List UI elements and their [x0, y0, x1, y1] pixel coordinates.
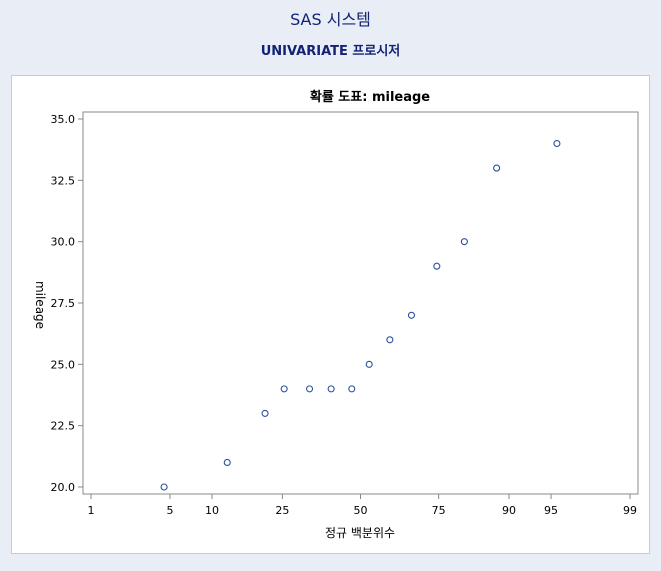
y-axis: 20.0 22.5 25.0 27.5 30.0 32.5 35.0 — [51, 113, 83, 494]
data-point — [305, 385, 314, 393]
chart-panel — [11, 75, 650, 554]
x-tick-label: 25 — [275, 504, 289, 517]
chart-title: 확률 도표: mileage — [310, 89, 430, 105]
data-point — [493, 164, 501, 172]
plot-frame — [82, 111, 639, 495]
data-point — [348, 385, 356, 393]
x-tick-label: 90 — [502, 504, 516, 517]
y-tick-label: 35.0 — [51, 113, 76, 126]
x-axis: 1 5 10 25 50 75 90 95 99 — [88, 494, 637, 517]
data-point — [280, 385, 288, 393]
y-tick-label: 22.5 — [51, 420, 76, 433]
data-point — [407, 311, 416, 319]
x-tick-label: 99 — [623, 504, 637, 517]
x-axis-label: 정규 백분위수 — [325, 526, 395, 540]
data-point — [261, 409, 269, 417]
y-tick-label: 25.0 — [51, 358, 76, 371]
data-point — [460, 238, 468, 246]
y-tick-label: 30.0 — [51, 236, 76, 249]
data-point — [553, 139, 561, 148]
x-tick-label: 95 — [544, 504, 558, 517]
data-point — [365, 360, 373, 368]
system-title: SAS 시스템 — [290, 10, 371, 29]
x-tick-label: 75 — [432, 504, 446, 517]
procedure-title: UNIVARIATE 프로시저 — [260, 44, 401, 59]
data-points — [160, 139, 561, 491]
data-point — [223, 458, 231, 467]
x-tick-label: 5 — [166, 504, 173, 517]
y-tick-label: 32.5 — [51, 174, 76, 187]
data-point — [386, 336, 394, 344]
x-tick-label: 10 — [205, 504, 219, 517]
x-tick-label: 50 — [354, 504, 368, 517]
x-tick-label: 1 — [88, 504, 95, 517]
data-point — [433, 262, 441, 270]
data-point — [327, 385, 335, 393]
data-point — [160, 483, 168, 491]
y-axis-label: mileage — [33, 281, 47, 329]
y-tick-label: 27.5 — [51, 297, 76, 310]
y-tick-label: 20.0 — [51, 481, 76, 494]
